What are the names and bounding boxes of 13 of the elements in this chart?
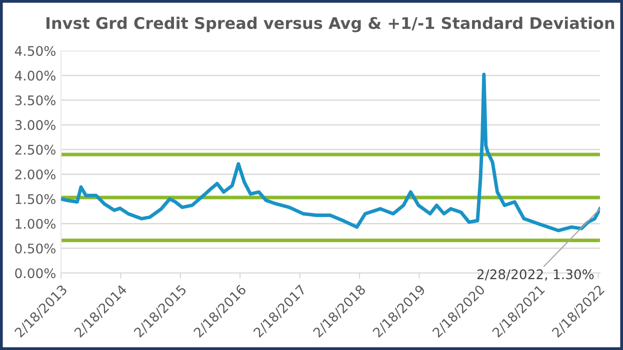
annotation: 2/28/2022, 1.30%	[477, 269, 594, 281]
y-tick-label: 3.50%	[15, 95, 56, 106]
y-tick-label: 2.00%	[15, 169, 56, 180]
y-tick-label: 1.50%	[16, 194, 56, 204]
y-tick-label: 0.00%	[15, 268, 56, 278]
y-tick-label: 4.00%	[14, 70, 56, 81]
y-tick-label: 0.50%	[15, 244, 56, 254]
y-tick-label: 3.00%	[15, 120, 56, 130]
y-tick-label: 1.00%	[16, 218, 56, 229]
y-tick-label: 2.50%	[15, 144, 56, 155]
chart-title: Invst Grd Credit Spread versus Avg & +1/-1 Standard Deviation	[46, 16, 614, 32]
y-tick-label: 4.50%	[14, 46, 56, 56]
line-series	[61, 72, 600, 232]
